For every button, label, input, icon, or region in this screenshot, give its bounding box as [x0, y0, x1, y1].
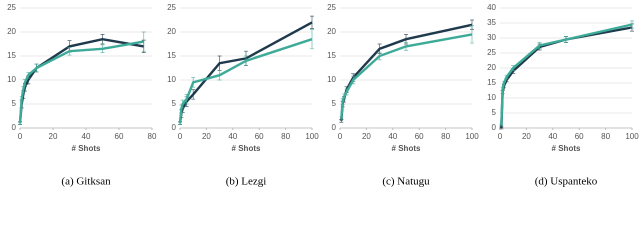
y-tick-label: 5	[492, 108, 497, 117]
series-line	[18, 40, 144, 124]
y-tick-label: 35	[487, 18, 496, 27]
y-tick-label: 15	[487, 78, 496, 87]
y-tick-label: 30	[487, 33, 496, 42]
error-bar	[499, 126, 504, 130]
error-bar	[537, 42, 542, 49]
series-line	[18, 37, 144, 124]
error-bar	[141, 31, 146, 52]
error-bar	[504, 74, 509, 80]
error-bar	[404, 42, 408, 51]
x-tick-label: 100	[625, 132, 639, 141]
x-tick-label: 80	[441, 132, 450, 141]
x-tick-label: 40	[388, 132, 397, 141]
error-bar	[470, 25, 474, 44]
x-axis-label: # Shots	[392, 144, 421, 153]
x-tick-label: 0	[338, 132, 343, 141]
error-bar	[244, 55, 248, 66]
error-bar	[501, 80, 506, 86]
series-line	[340, 33, 473, 119]
error-bar	[351, 75, 356, 85]
error-bar	[100, 34, 105, 45]
x-tick-label: 0	[178, 132, 183, 141]
y-tick-label: 20	[487, 63, 496, 72]
error-bar	[178, 121, 182, 125]
error-bar	[341, 93, 346, 101]
x-tick-label: 60	[575, 132, 584, 141]
x-tick-label: 100	[465, 132, 479, 141]
error-bar	[100, 44, 105, 53]
x-tick-label: 80	[601, 132, 610, 141]
y-tick-label: 20	[7, 27, 16, 36]
x-tick-label: 40	[228, 132, 237, 141]
y-tick-label: 5	[332, 99, 337, 108]
x-tick-label: 40	[82, 132, 91, 141]
y-tick-label: 20	[167, 27, 176, 36]
error-bar	[191, 89, 196, 100]
x-tick-label: 20	[522, 132, 531, 141]
series-line	[178, 21, 313, 124]
error-bar	[22, 79, 27, 86]
y-tick-label: 20	[327, 27, 336, 36]
y-tick-label: 0	[12, 123, 17, 132]
y-tick-label: 25	[327, 3, 336, 12]
caption: (d) Uspanteko	[535, 176, 598, 188]
y-tick-label: 15	[167, 51, 176, 60]
caption: (b) Lezgi	[226, 176, 267, 188]
x-tick-label: 60	[415, 132, 424, 141]
x-tick-label: 40	[548, 132, 557, 141]
caption: (c) Natugu	[382, 176, 430, 188]
y-tick-label: 0	[172, 123, 177, 132]
y-tick-label: 5	[12, 99, 17, 108]
error-bar	[310, 29, 314, 50]
x-tick-label: 20	[362, 132, 371, 141]
y-tick-label: 40	[487, 3, 496, 12]
error-bar	[377, 51, 382, 61]
error-bar	[310, 15, 314, 29]
error-bar	[217, 70, 222, 81]
y-tick-label: 25	[487, 48, 496, 57]
x-axis-label: # Shots	[72, 144, 101, 153]
error-bar	[34, 63, 39, 73]
x-tick-label: 80	[281, 132, 290, 141]
x-tick-label: 80	[148, 132, 157, 141]
x-tick-label: 20	[202, 132, 211, 141]
y-tick-label: 10	[7, 75, 16, 84]
error-bar	[184, 94, 189, 105]
y-tick-label: 15	[327, 51, 336, 60]
x-tick-label: 20	[49, 132, 58, 141]
x-tick-label: 0	[18, 132, 23, 141]
error-bar	[499, 123, 504, 127]
y-tick-label: 0	[492, 123, 497, 132]
y-tick-label: 10	[487, 93, 496, 102]
y-tick-label: 10	[167, 75, 176, 84]
error-bar	[67, 47, 72, 56]
series-line	[500, 23, 633, 126]
error-bar	[564, 36, 568, 43]
y-tick-label: 10	[327, 75, 336, 84]
x-axis-label: # Shots	[552, 144, 581, 153]
error-bar	[344, 88, 349, 96]
x-tick-label: 0	[498, 132, 503, 141]
error-bar	[191, 77, 196, 88]
y-tick-label: 25	[167, 3, 176, 12]
error-bar	[26, 71, 31, 79]
x-tick-label: 100	[305, 132, 319, 141]
error-bar	[21, 86, 26, 93]
y-tick-label: 25	[7, 3, 16, 12]
y-tick-label: 5	[172, 99, 177, 108]
y-tick-label: 0	[332, 123, 337, 132]
error-bar	[500, 86, 505, 92]
figure: 0 5 10 15 20 25 0 20 40 60 80 # Shots (a) Gitksan 0 5 1…	[7, 3, 639, 188]
error-bar	[18, 121, 22, 125]
error-bar	[180, 99, 185, 109]
caption: (a) Gitksan	[61, 176, 111, 188]
x-tick-label: 60	[255, 132, 264, 141]
x-axis-label: # Shots	[232, 144, 261, 153]
y-tick-label: 15	[7, 51, 16, 60]
x-tick-label: 60	[115, 132, 124, 141]
error-bar	[339, 116, 344, 121]
error-bar	[19, 95, 24, 103]
error-bar	[511, 65, 516, 71]
error-bar	[630, 20, 634, 29]
